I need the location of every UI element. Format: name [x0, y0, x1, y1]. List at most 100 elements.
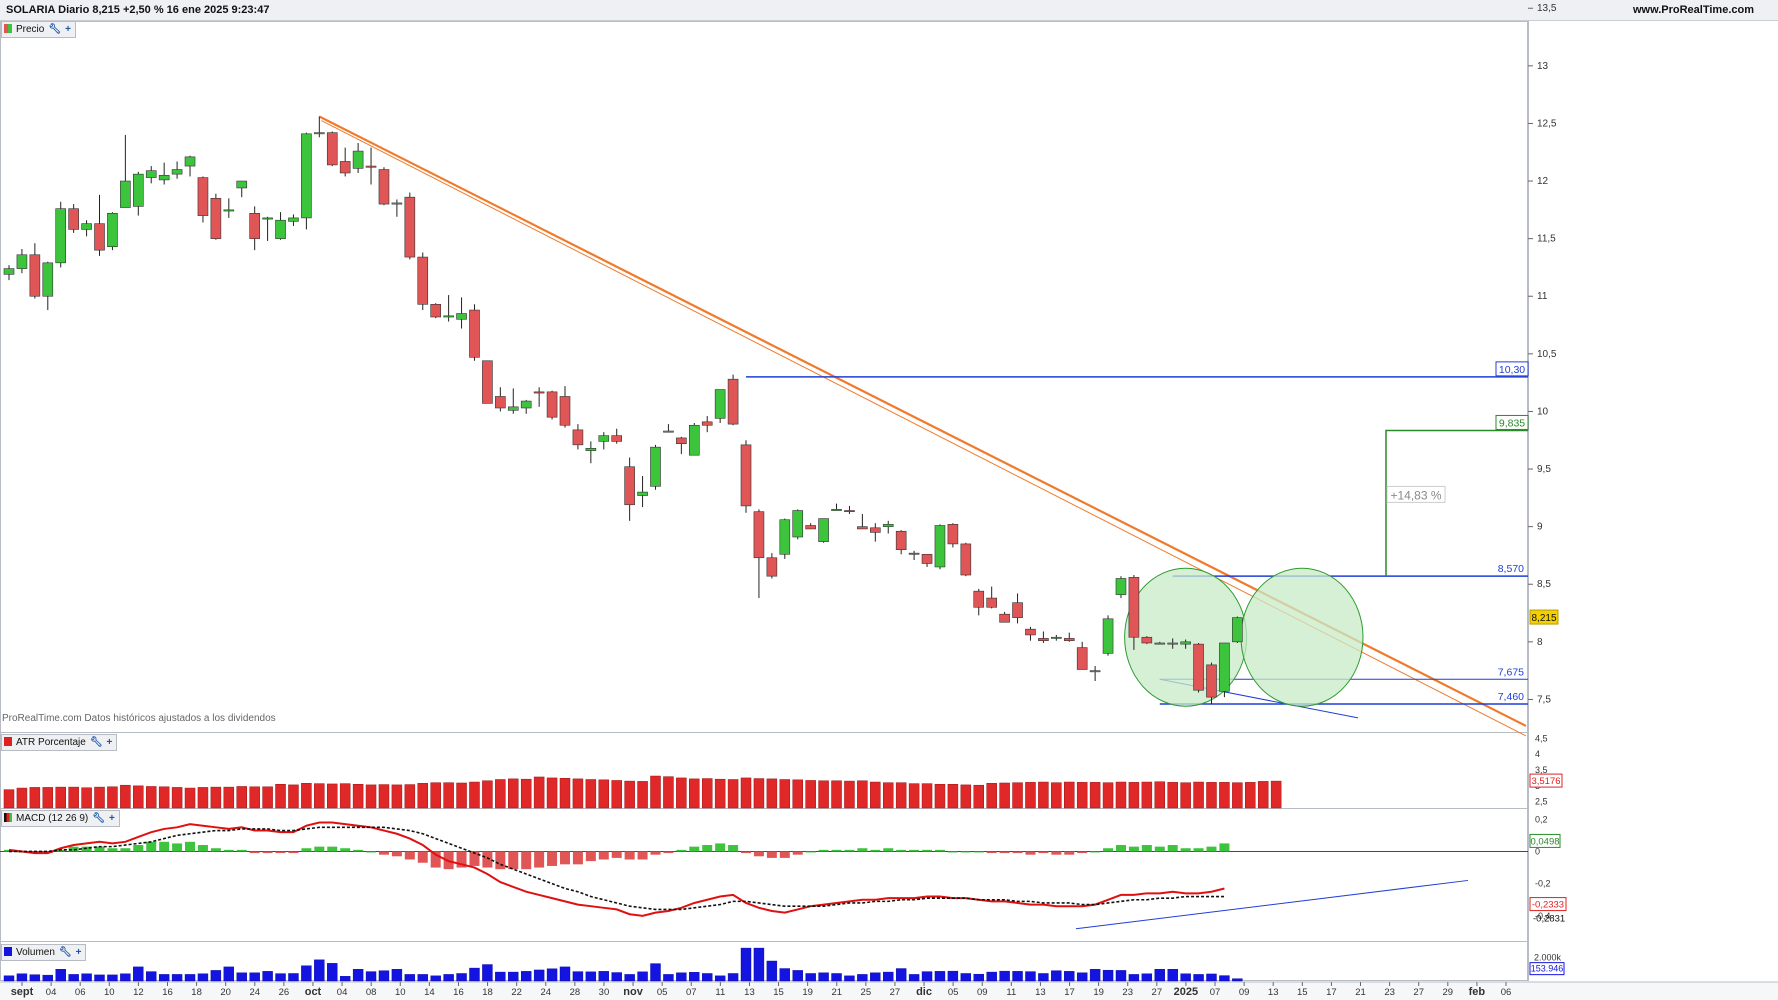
- wrench-icon[interactable]: 🔧︎: [92, 813, 105, 824]
- date-tick-label: 04: [46, 987, 57, 998]
- candle-body: [171, 169, 183, 175]
- panel-frames: [0, 21, 1529, 981]
- macd-histogram-bar: [327, 846, 338, 852]
- target-bracket: [1385, 429, 1528, 577]
- candle-body: [650, 446, 661, 487]
- chart-title: SOLARIA Diario 8,215 +2,50 % 16 ene 2025…: [6, 4, 270, 16]
- wrench-icon[interactable]: 🔧︎: [48, 24, 62, 35]
- macd-histogram-bar: [559, 851, 570, 865]
- volume-bar: [3, 975, 15, 982]
- volume-bar: [818, 972, 829, 982]
- panel-label-macd[interactable]: MACD (12 26 9) 🔧︎ +: [1, 810, 120, 827]
- atr-bar: [352, 784, 364, 809]
- atr-bar: [1089, 782, 1101, 809]
- candle-body: [145, 170, 157, 178]
- volume-bar: [443, 974, 454, 982]
- atr-bar: [482, 780, 493, 809]
- macd-histogram-bar: [896, 849, 907, 852]
- macd-histogram-bar: [495, 851, 506, 870]
- macd-histogram-bar: [223, 849, 234, 852]
- plus-icon[interactable]: +: [65, 24, 71, 35]
- panel-label-atr[interactable]: ATR Porcentaje 🔧︎ +: [1, 734, 118, 751]
- macd-histogram-bar: [999, 851, 1010, 854]
- macd-histogram-bar: [262, 851, 273, 854]
- candle-body: [314, 132, 325, 135]
- volume-bar: [1128, 974, 1140, 982]
- candle-body: [934, 525, 946, 568]
- price-tick-label: 9,5: [1537, 464, 1551, 475]
- candle-body: [882, 524, 894, 527]
- macd-histogram-bar: [120, 848, 131, 852]
- volume-bar: [288, 973, 299, 982]
- atr-tick-label: 3,5: [1535, 765, 1548, 775]
- date-tick-label: 23: [1384, 987, 1395, 998]
- macd-histogram-bar: [1219, 843, 1230, 852]
- atr-bar: [753, 778, 765, 809]
- macd-histogram-bar: [624, 851, 635, 860]
- atr-bar: [572, 778, 584, 809]
- macd-histogram-bar: [883, 848, 894, 852]
- atr-bar: [378, 784, 390, 809]
- atr-bar: [365, 784, 377, 809]
- atr-bar: [495, 779, 506, 809]
- atr-bar: [443, 782, 454, 809]
- volume-bar: [1141, 973, 1153, 982]
- candle-body: [16, 254, 28, 269]
- volume-bar: [895, 968, 907, 982]
- date-tick-label: 30: [599, 987, 610, 998]
- candle-body: [1025, 628, 1036, 636]
- macd-histogram-bar: [1206, 846, 1217, 852]
- volume-bar: [792, 970, 803, 982]
- volume-bar: [94, 974, 105, 982]
- volume-bar: [533, 969, 545, 982]
- site-name[interactable]: www.ProRealTime.com: [1632, 4, 1754, 16]
- plus-icon[interactable]: +: [108, 813, 115, 824]
- price-tick-label: 9: [1537, 522, 1543, 533]
- volume-bar: [624, 974, 635, 982]
- last-price-badge: [1529, 609, 1559, 625]
- candle-body: [960, 543, 972, 576]
- candle-body: [391, 202, 403, 205]
- macd-histogram-bar: [534, 851, 545, 868]
- volume-bar: [404, 974, 416, 982]
- candle-body: [378, 169, 390, 205]
- macd-histogram-bar: [469, 851, 480, 866]
- panel-label-volume[interactable]: Volumen 🔧︎ +: [1, 944, 87, 961]
- macd-histogram-bar: [1180, 848, 1191, 852]
- date-tick-label: 23: [1122, 987, 1133, 998]
- date-tick-label: 11: [1006, 987, 1016, 998]
- candle-body: [857, 526, 868, 530]
- macd-histogram-bar: [676, 849, 687, 852]
- volume-bar: [857, 974, 868, 982]
- atr-bar: [1245, 782, 1256, 809]
- macd-histogram-bar: [1064, 851, 1075, 855]
- volume-bar: [1102, 969, 1114, 982]
- candle-body: [197, 177, 209, 216]
- atr-swatch-icon: [4, 737, 12, 746]
- volume-bar: [753, 947, 765, 982]
- volume-bar: [585, 971, 597, 982]
- volume-bar: [81, 973, 92, 982]
- wrench-icon[interactable]: 🔧︎: [89, 737, 103, 748]
- date-tick-label: 15: [1297, 987, 1308, 998]
- macd-histogram-bar: [611, 851, 622, 858]
- atr-bar: [1154, 781, 1166, 809]
- plus-icon[interactable]: +: [106, 737, 113, 748]
- date-tick-label: 27: [890, 987, 901, 998]
- atr-bar: [1064, 781, 1075, 809]
- candle-body: [1012, 602, 1023, 618]
- date-axis-background: [0, 982, 1778, 1000]
- candle-body: [572, 429, 584, 446]
- candle-body: [1180, 641, 1191, 645]
- panel-label-price[interactable]: Precio 🔧︎ +: [1, 21, 76, 38]
- candle-body: [288, 217, 299, 222]
- wrench-icon[interactable]: 🔧︎: [58, 947, 72, 958]
- volume-bar: [572, 971, 584, 982]
- macd-histogram-bar: [986, 851, 997, 854]
- volume-bar: [495, 971, 506, 982]
- atr-bar: [68, 786, 79, 809]
- atr-bar: [585, 779, 597, 809]
- date-tick-label: 11: [715, 987, 725, 998]
- plus-icon[interactable]: +: [75, 947, 82, 958]
